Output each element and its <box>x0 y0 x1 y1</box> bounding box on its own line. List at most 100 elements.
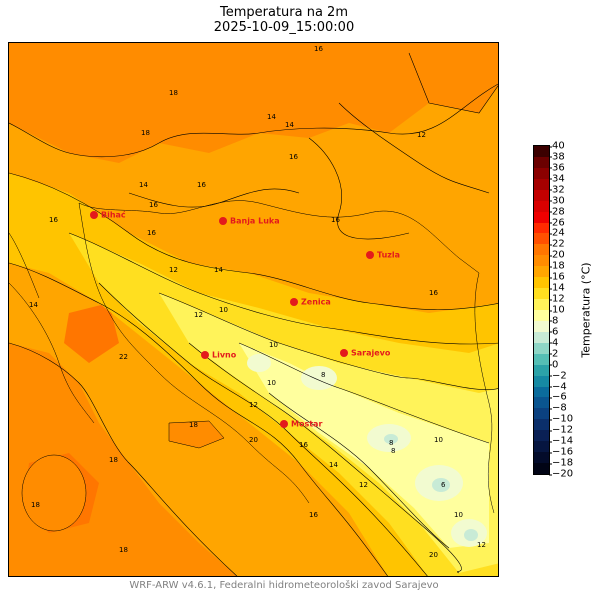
contour-label: 12 <box>194 311 203 319</box>
city-label: Livno <box>212 350 237 360</box>
colorbar-segment <box>534 408 549 420</box>
contour-label: 16 <box>147 229 156 237</box>
colorbar-tick-label: 36 <box>549 162 565 174</box>
colorbar-segment <box>534 331 549 344</box>
colorbar-segment <box>534 397 549 409</box>
colorbar-tick-label: 14 <box>549 282 565 294</box>
field-6-c <box>384 434 398 444</box>
colorbar-tick-label: 4 <box>548 337 559 349</box>
colorbar-segment <box>534 156 549 169</box>
colorbar-segment <box>534 419 549 431</box>
colorbar-segment <box>534 222 549 234</box>
colorbar-tick-label: −12 <box>548 424 574 436</box>
colorbar-tick-label: 28 <box>549 206 565 218</box>
colorbar-tick-label: 24 <box>549 227 565 239</box>
contour-label: 20 <box>249 436 258 444</box>
title-line-2: 2025-10-09_15:00:00 <box>213 20 355 35</box>
colorbar-segment <box>534 266 549 278</box>
colorbar-tick-label: 32 <box>549 184 565 196</box>
colorbar-tick-label: −20 <box>548 468 574 480</box>
colorbar-tick-label: 16 <box>549 271 565 283</box>
contour-label: 12 <box>249 401 258 409</box>
colorbar-segment <box>534 430 549 442</box>
map-title: Temperatura na 2m 2025-10-09_15:00:00 <box>0 5 568 35</box>
colorbar-tick-label: 8 <box>548 315 559 327</box>
contour-label: 18 <box>189 421 198 429</box>
colorbar-segment <box>534 310 549 322</box>
city-dot <box>290 298 298 306</box>
contour-label: 16 <box>314 45 323 53</box>
city-dot <box>280 420 288 428</box>
colorbar-segment <box>534 364 549 377</box>
colorbar-segment <box>534 452 549 464</box>
contour-label: 18 <box>31 501 40 509</box>
contour-label: 22 <box>119 353 128 361</box>
contour-label: 10 <box>219 306 228 314</box>
colorbar <box>533 145 550 475</box>
colorbar-segment <box>534 277 549 289</box>
city-label: Banja Luka <box>230 216 280 226</box>
contour-label: 12 <box>477 541 486 549</box>
contour-label: 16 <box>331 216 340 224</box>
colorbar-segment <box>534 178 549 191</box>
colorbar-segment <box>534 211 549 224</box>
contour-label: 18 <box>109 456 118 464</box>
colorbar-tick-label: −6 <box>549 391 567 403</box>
contour-label: 16 <box>197 181 206 189</box>
contour-label: 14 <box>29 301 38 309</box>
colorbar-segment <box>534 200 549 213</box>
colorbar-segment <box>534 441 549 453</box>
colorbar-segment <box>534 167 549 180</box>
contour-label: 20 <box>429 551 438 559</box>
contour-label: 16 <box>289 153 298 161</box>
contour-label: 14 <box>214 266 223 274</box>
contour-label: 8 <box>389 439 393 447</box>
field-6-b <box>464 529 478 541</box>
contour-label: 14 <box>139 181 148 189</box>
contour-label: 16 <box>429 289 438 297</box>
contour-label: 18 <box>119 546 128 554</box>
temperature-map: 16 16 16 16 18 14 14 16 18 14 16 12 12 10 10 8 8 10 12 14 16… <box>8 42 499 577</box>
field-6-a <box>432 478 450 492</box>
contour-label: 8 <box>321 371 325 379</box>
contour-label: 16 <box>309 511 318 519</box>
colorbar-segment <box>534 244 549 256</box>
contour-label: 18 <box>169 89 178 97</box>
city-dot <box>201 351 209 359</box>
contour-label: 8 <box>391 447 395 455</box>
colorbar-tick-label: −18 <box>548 457 574 469</box>
colorbar-tick-label: 18 <box>549 260 565 272</box>
country-borders <box>9 200 495 514</box>
colorbar-tick-label: 22 <box>549 238 565 250</box>
colorbar-tick-label: −14 <box>548 435 574 447</box>
colorbar-tick-label: −16 <box>548 446 574 458</box>
city-label: Zenica <box>301 297 331 307</box>
contour-label: 16 <box>299 441 308 449</box>
city-dot <box>219 217 227 225</box>
colorbar-segment <box>534 233 549 245</box>
colorbar-tick-label: 34 <box>549 173 565 185</box>
colorbar-tick-label: −2 <box>549 370 567 382</box>
colorbar-segment <box>534 146 549 158</box>
colorbar-segment <box>534 375 549 388</box>
contour-label: 10 <box>434 436 443 444</box>
field-8-a <box>301 366 337 390</box>
contour-label: 12 <box>169 266 178 274</box>
colorbar-segment <box>534 255 549 267</box>
contour-lines <box>9 52 498 576</box>
contour-label: 16 <box>49 216 58 224</box>
coastal-patch <box>168 420 225 449</box>
colorbar-tick-label: 6 <box>548 326 559 338</box>
city-label: Sarajevo <box>351 348 391 358</box>
colorbar-segment <box>534 288 549 300</box>
island-warm <box>21 454 87 532</box>
colorbar-segment <box>534 342 549 355</box>
contour-label: 12 <box>359 481 368 489</box>
contour-label: 18 <box>141 129 150 137</box>
city-dot <box>340 349 348 357</box>
city-label: Tuzla <box>377 250 401 260</box>
colorbar-segment <box>534 299 549 311</box>
colorbar-label: Temperatura (°C) <box>579 262 593 358</box>
